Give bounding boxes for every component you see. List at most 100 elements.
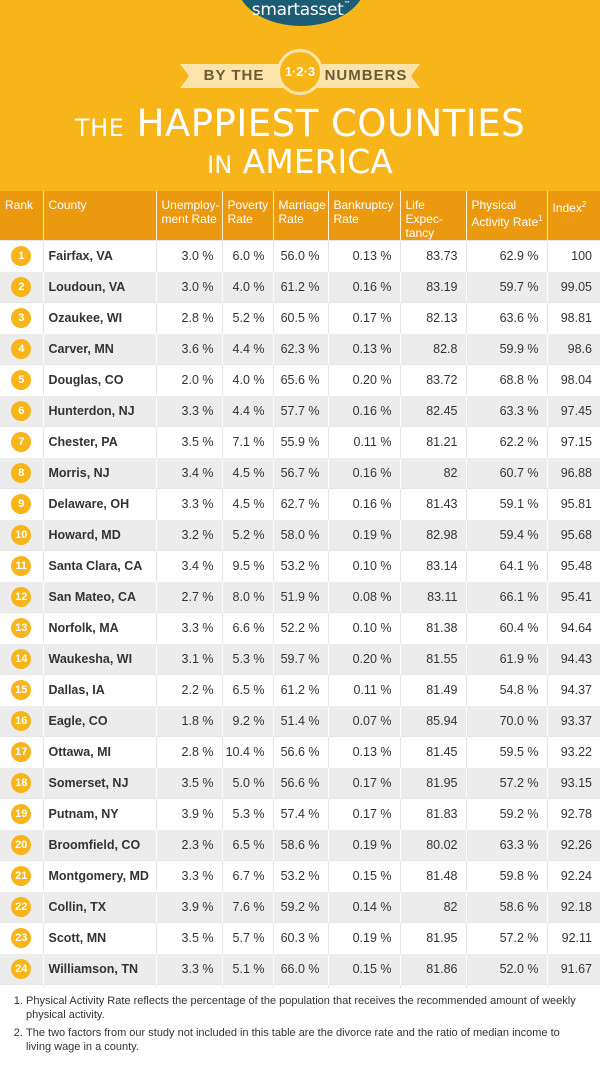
index-cell: 95.48 (547, 550, 600, 582)
table-row: 18 Somerset, NJ 3.5 % 5.0 % 56.6 % 0.17 % 81.9… (0, 767, 600, 799)
footnote-2: The two factors from our study not inclu… (26, 1026, 586, 1054)
index-cell: 97.15 (547, 426, 600, 458)
index-cell: 95.41 (547, 581, 600, 613)
county-cell: Eagle, CO (43, 705, 157, 737)
index-cell: 95.81 (547, 488, 600, 520)
index-cell: 98.81 (547, 302, 600, 334)
unemployment-cell: 2.0 % (156, 364, 223, 396)
poverty-cell: 4.4 % (222, 333, 274, 365)
physical-activity-cell: 58.6 % (466, 891, 548, 923)
index-cell: 95.68 (547, 519, 600, 551)
index-cell: 94.64 (547, 612, 600, 644)
county-cell: Waukesha, WI (43, 643, 157, 675)
index-cell: 91.67 (547, 953, 600, 985)
physical-activity-cell: 63.6 % (466, 302, 548, 334)
physical-activity-cell: 61.9 % (466, 643, 548, 675)
rank-cell: 5 (0, 364, 44, 396)
bankruptcy-cell: 0.20 % (328, 364, 401, 396)
rank-badge: 11 (11, 556, 32, 576)
county-cell: Collin, TX (43, 891, 157, 923)
marriage-cell: 56.6 % (273, 736, 329, 768)
marriage-cell: 60.5 % (273, 302, 329, 334)
life-expectancy-cell: 81.55 (400, 643, 467, 675)
index-cell: 97.45 (547, 395, 600, 427)
unemployment-cell: 3.5 % (156, 767, 223, 799)
table-header-row: Rank County Unemploy-ment Rate Poverty R… (0, 191, 600, 241)
unemployment-cell: 3.2 % (156, 519, 223, 551)
county-cell: Dallas, IA (43, 674, 157, 706)
table-body: 1 Fairfax, VA 3.0 % 6.0 % 56.0 % 0.13 % 83.73 6… (0, 240, 600, 1015)
unemployment-cell: 3.6 % (156, 333, 223, 365)
brand-logo[interactable]: smartasset™ (236, 0, 366, 26)
life-expectancy-cell: 82.13 (400, 302, 467, 334)
index-cell: 92.26 (547, 829, 600, 861)
marriage-cell: 56.7 % (273, 457, 329, 489)
life-expectancy-cell: 81.45 (400, 736, 467, 768)
marriage-cell: 53.2 % (273, 550, 329, 582)
title-main: HAPPIEST COUNTIES (136, 102, 526, 145)
physical-activity-cell: 70.0 % (466, 705, 548, 737)
marriage-cell: 56.0 % (273, 240, 329, 272)
col-header-life-expectancy: Life Expec-tancy (400, 191, 467, 241)
rankings-table-container: Rank County Unemploy-ment Rate Poverty R… (0, 191, 600, 1015)
life-expectancy-cell: 83.73 (400, 240, 467, 272)
rank-cell: 6 (0, 395, 44, 427)
title-the: THE (74, 114, 125, 142)
bankruptcy-cell: 0.19 % (328, 922, 401, 954)
rank-badge: 16 (11, 711, 32, 731)
rank-badge: 8 (11, 463, 32, 483)
unemployment-cell: 3.5 % (156, 922, 223, 954)
rank-cell: 10 (0, 519, 44, 551)
brand-trademark: ™ (343, 0, 351, 8)
series-banner: BY THE NUMBERS 1·2·3 (0, 46, 600, 95)
col-header-poverty: Poverty Rate (222, 191, 274, 241)
marriage-cell: 62.3 % (273, 333, 329, 365)
col-header-index-label: Index (552, 201, 582, 215)
table-row: 2 Loudoun, VA 3.0 % 4.0 % 61.2 % 0.16 % 83.19 5… (0, 271, 600, 303)
poverty-cell: 5.2 % (222, 302, 274, 334)
poverty-cell: 4.0 % (222, 364, 274, 396)
table-row: 6 Hunterdon, NJ 3.3 % 4.4 % 57.7 % 0.16 % 82.4… (0, 395, 600, 427)
footnote-marker-1: 1 (538, 214, 543, 223)
poverty-cell: 6.5 % (222, 829, 274, 861)
county-cell: Morris, NJ (43, 457, 157, 489)
col-header-marriage: Marriage Rate (273, 191, 329, 241)
rank-cell: 13 (0, 612, 44, 644)
marriage-cell: 61.2 % (273, 674, 329, 706)
bankruptcy-cell: 0.16 % (328, 395, 401, 427)
life-expectancy-cell: 81.95 (400, 767, 467, 799)
unemployment-cell: 3.3 % (156, 860, 223, 892)
poverty-cell: 5.3 % (222, 798, 274, 830)
county-cell: Carver, MN (43, 333, 157, 365)
unemployment-cell: 3.5 % (156, 426, 223, 458)
unemployment-cell: 2.3 % (156, 829, 223, 861)
footnote-1: Physical Activity Rate reflects the perc… (26, 994, 586, 1022)
rank-cell: 22 (0, 891, 44, 923)
rank-cell: 14 (0, 643, 44, 675)
series-label-right: NUMBERS (312, 64, 420, 88)
county-cell: Putnam, NY (43, 798, 157, 830)
rank-cell: 19 (0, 798, 44, 830)
table-row: 8 Morris, NJ 3.4 % 4.5 % 56.7 % 0.16 % 82 60.7 … (0, 457, 600, 489)
rank-badge: 15 (11, 680, 32, 700)
physical-activity-cell: 57.2 % (466, 767, 548, 799)
rank-cell: 1 (0, 240, 44, 272)
life-expectancy-cell: 82.45 (400, 395, 467, 427)
series-label-left: BY THE (180, 64, 288, 88)
marriage-cell: 52.2 % (273, 612, 329, 644)
rank-badge: 3 (11, 308, 32, 328)
col-header-rank: Rank (0, 191, 44, 241)
bankruptcy-cell: 0.11 % (328, 426, 401, 458)
poverty-cell: 6.7 % (222, 860, 274, 892)
marriage-cell: 58.0 % (273, 519, 329, 551)
unemployment-cell: 3.3 % (156, 395, 223, 427)
poverty-cell: 5.0 % (222, 767, 274, 799)
rank-badge: 22 (11, 897, 32, 917)
rank-cell: 21 (0, 860, 44, 892)
index-cell: 96.88 (547, 457, 600, 489)
physical-activity-cell: 68.8 % (466, 364, 548, 396)
bankruptcy-cell: 0.15 % (328, 953, 401, 985)
unemployment-cell: 2.8 % (156, 736, 223, 768)
rank-badge: 24 (11, 959, 32, 979)
col-header-county: County (43, 191, 157, 241)
